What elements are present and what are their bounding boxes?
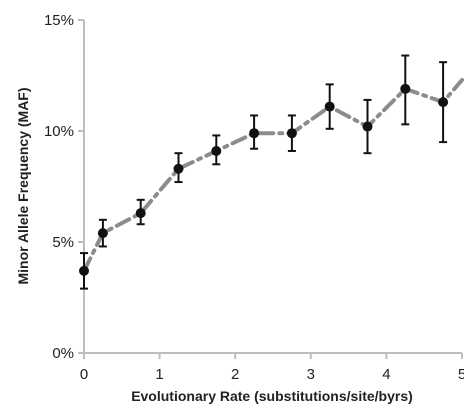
x-tick-label: 3 bbox=[307, 366, 315, 383]
data-point-marker bbox=[135, 208, 146, 219]
data-point-marker bbox=[173, 163, 184, 174]
y-tick-label: 0% bbox=[52, 345, 74, 362]
data-point-marker bbox=[79, 265, 89, 276]
y-axis-title: Minor Allele Frequency (MAF) bbox=[15, 87, 31, 284]
axes-layer bbox=[78, 19, 463, 359]
x-axis-title: Evolutionary Rate (substitutions/site/by… bbox=[131, 388, 413, 404]
trend-line-series bbox=[82, 77, 464, 273]
y-tick-label: 10% bbox=[44, 123, 74, 140]
x-tick-label: 1 bbox=[155, 366, 163, 383]
y-tick-label: 15% bbox=[44, 12, 74, 29]
data-point-marker bbox=[400, 83, 411, 94]
data-point-marker bbox=[438, 97, 449, 108]
x-tick-label: 0 bbox=[80, 366, 88, 383]
data-point-marker bbox=[97, 228, 108, 239]
error-bar-layer bbox=[80, 54, 448, 290]
data-point-marker bbox=[324, 101, 335, 112]
data-point-marker bbox=[362, 121, 373, 132]
data-point-marker bbox=[286, 128, 297, 139]
data-point-marker bbox=[211, 145, 222, 156]
point-layer bbox=[79, 83, 449, 276]
tick-label-layer: 0% 5% 10% 15% 0 1 2 3 4 5 bbox=[44, 12, 464, 383]
x-tick-label: 5 bbox=[458, 366, 464, 383]
data-point-marker bbox=[249, 128, 260, 139]
line-layer bbox=[82, 77, 464, 273]
axis-title-layer: Evolutionary Rate (substitutions/site/by… bbox=[15, 87, 413, 404]
x-tick-label: 4 bbox=[382, 366, 390, 383]
y-tick-label: 5% bbox=[52, 234, 74, 251]
x-tick-label: 2 bbox=[231, 366, 239, 383]
